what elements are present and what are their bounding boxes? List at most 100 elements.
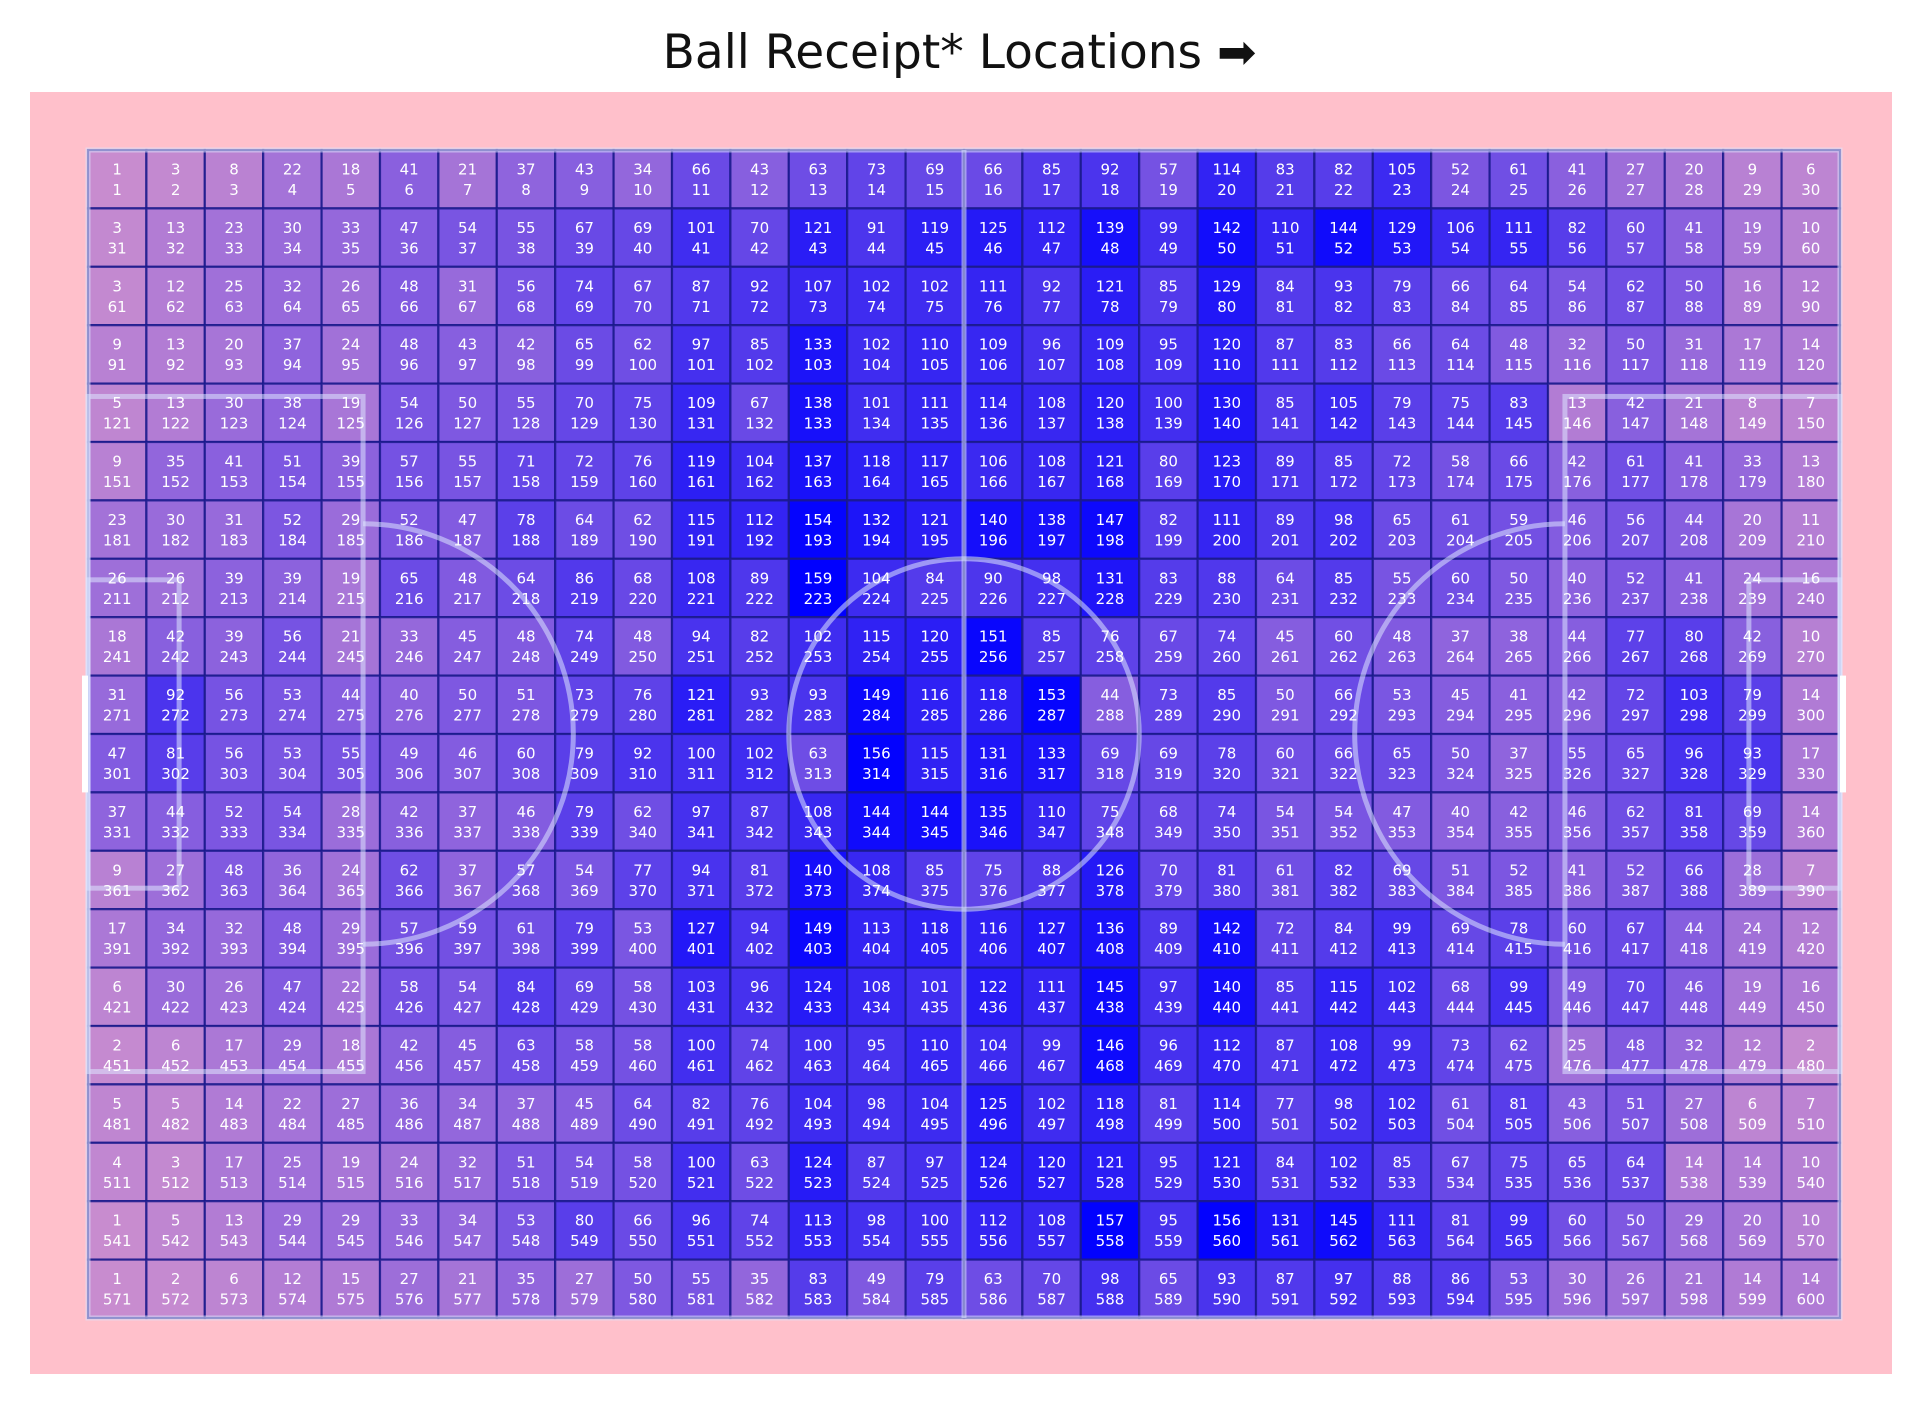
heatmap-cell bbox=[670, 966, 732, 1028]
heatmap-cell bbox=[145, 382, 206, 444]
cell-value-label: 27 bbox=[1684, 1095, 1703, 1113]
cell-value-label: 20 bbox=[1743, 1212, 1762, 1230]
cell-index-label: 360 bbox=[1796, 823, 1825, 841]
cell-index-label: 272 bbox=[161, 707, 190, 725]
cell-value-label: 63 bbox=[808, 745, 827, 763]
cell-value-label: 46 bbox=[1568, 511, 1587, 529]
heatmap-cell bbox=[1430, 207, 1491, 268]
cell-value-label: 23 bbox=[224, 219, 243, 237]
cell-value-label: 63 bbox=[516, 1037, 535, 1055]
cell-value-label: 27 bbox=[400, 1270, 419, 1288]
cell-value-label: 11 bbox=[1801, 511, 1820, 529]
heatmap-cell bbox=[1780, 908, 1842, 969]
cell-value-label: 20 bbox=[224, 336, 243, 354]
cell-value-label: 77 bbox=[1626, 628, 1645, 646]
cell-index-label: 259 bbox=[1154, 648, 1183, 666]
cell-value-label: 22 bbox=[341, 978, 360, 996]
cell-index-label: 55 bbox=[1509, 239, 1528, 257]
cell-index-label: 531 bbox=[1271, 1174, 1300, 1192]
heatmap-cell bbox=[1605, 1024, 1666, 1086]
heatmap-cell bbox=[1722, 499, 1783, 560]
heatmap-cell bbox=[1780, 732, 1842, 794]
heatmap-cell bbox=[203, 674, 265, 736]
heatmap-cell bbox=[1663, 966, 1725, 1028]
heatmap-cell bbox=[320, 265, 382, 327]
cell-value-label: 66 bbox=[692, 161, 711, 179]
cell-value-label: 51 bbox=[516, 1153, 535, 1171]
cell-value-label: 66 bbox=[1334, 745, 1353, 763]
cell-value-label: 84 bbox=[1334, 920, 1353, 938]
cell-index-label: 426 bbox=[395, 999, 424, 1017]
heatmap-cell bbox=[86, 440, 148, 502]
cell-index-label: 293 bbox=[1388, 707, 1417, 725]
heatmap-cell bbox=[203, 1141, 265, 1203]
cell-value-label: 104 bbox=[979, 1037, 1008, 1055]
cell-value-label: 54 bbox=[1568, 277, 1587, 295]
cell-value-label: 21 bbox=[1684, 1270, 1703, 1288]
heatmap-cell bbox=[1546, 908, 1608, 969]
cell-index-label: 57 bbox=[1626, 239, 1645, 257]
heatmap-cell bbox=[1722, 908, 1783, 969]
cell-index-label: 32 bbox=[166, 239, 185, 257]
heatmap-cell bbox=[1663, 791, 1725, 852]
cell-index-label: 453 bbox=[220, 1057, 249, 1075]
heatmap-cell bbox=[378, 616, 440, 677]
cell-index-label: 471 bbox=[1271, 1057, 1300, 1075]
cell-index-label: 505 bbox=[1504, 1115, 1533, 1133]
heatmap-cell bbox=[1780, 382, 1842, 444]
cell-index-label: 285 bbox=[920, 707, 949, 725]
cell-value-label: 32 bbox=[1684, 1037, 1703, 1055]
heatmap-cell bbox=[86, 908, 148, 969]
cell-value-label: 60 bbox=[1568, 1212, 1587, 1230]
cell-value-label: 23 bbox=[108, 511, 127, 529]
heatmap-cell bbox=[1021, 791, 1082, 852]
heatmap-cell bbox=[203, 1083, 265, 1144]
cell-index-label: 459 bbox=[570, 1057, 599, 1075]
cell-index-label: 12 bbox=[750, 181, 769, 199]
cell-value-label: 50 bbox=[458, 394, 477, 412]
cell-value-label: 3 bbox=[171, 161, 181, 179]
cell-index-label: 196 bbox=[979, 531, 1008, 549]
heatmap-cell bbox=[1196, 732, 1258, 794]
heatmap-cell bbox=[495, 499, 557, 560]
heatmap-cell bbox=[1605, 732, 1666, 794]
heatmap-cell bbox=[846, 791, 907, 852]
cell-value-label: 52 bbox=[224, 803, 243, 821]
cell-value-label: 113 bbox=[862, 920, 891, 938]
cell-value-label: 48 bbox=[633, 628, 652, 646]
cell-index-label: 393 bbox=[220, 940, 249, 958]
cell-value-label: 133 bbox=[804, 336, 833, 354]
heatmap-cell bbox=[729, 148, 790, 210]
cell-index-label: 300 bbox=[1796, 707, 1825, 725]
cell-index-label: 553 bbox=[804, 1232, 833, 1250]
heatmap-cell bbox=[145, 265, 206, 327]
cell-index-label: 17 bbox=[1042, 181, 1061, 199]
heatmap-cell bbox=[1430, 674, 1491, 736]
cell-value-label: 58 bbox=[400, 978, 419, 996]
cell-index-label: 84 bbox=[1451, 298, 1470, 316]
heatmap-cell bbox=[320, 1141, 382, 1203]
heatmap-cell bbox=[1780, 616, 1842, 677]
cell-index-label: 216 bbox=[395, 590, 424, 608]
heatmap-cell bbox=[787, 382, 849, 444]
cell-value-label: 130 bbox=[1212, 394, 1241, 412]
heatmap-cell bbox=[554, 382, 615, 444]
cell-value-label: 25 bbox=[224, 277, 243, 295]
cell-value-label: 38 bbox=[283, 394, 302, 412]
heatmap-cell bbox=[729, 908, 790, 969]
heatmap-cell bbox=[1313, 908, 1374, 969]
heatmap-cell bbox=[437, 1024, 498, 1086]
heatmap-cell bbox=[962, 966, 1024, 1028]
cell-index-label: 186 bbox=[395, 531, 424, 549]
cell-value-label: 100 bbox=[1154, 394, 1183, 412]
heatmap-cell bbox=[1079, 265, 1141, 327]
cell-index-label: 26 bbox=[1568, 181, 1587, 199]
cell-value-label: 48 bbox=[400, 277, 419, 295]
cell-index-label: 404 bbox=[862, 940, 891, 958]
heatmap-cell bbox=[378, 849, 440, 911]
cell-value-label: 99 bbox=[1392, 1037, 1411, 1055]
cell-value-label: 48 bbox=[516, 628, 535, 646]
cell-value-label: 115 bbox=[1329, 978, 1358, 996]
cell-value-label: 86 bbox=[1451, 1270, 1470, 1288]
cell-index-label: 161 bbox=[687, 473, 716, 491]
